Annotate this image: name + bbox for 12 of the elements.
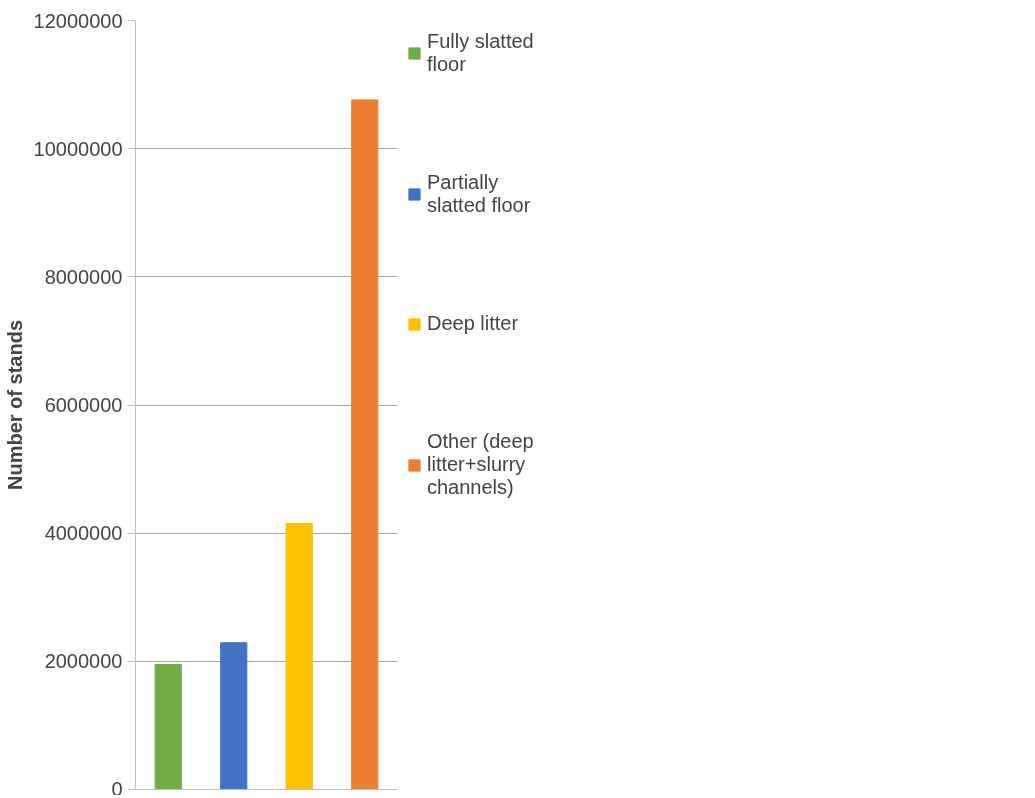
y-tick-label: 2000000 <box>44 650 123 673</box>
y-tick-label: 10000000 <box>33 137 123 160</box>
y-tick-label: 4000000 <box>44 522 123 545</box>
y-tick-label: 8000000 <box>44 265 123 288</box>
y-tick-label: 12000000 <box>33 9 123 32</box>
legend-label: Deep litter <box>427 312 519 335</box>
legend-label: Partially slatted floor <box>427 171 531 217</box>
legend-label: Fully slatted floor <box>427 30 534 76</box>
y-tick-label: 6000000 <box>44 394 123 416</box>
legend-label: Other (deep litter+slurry channels) <box>427 430 534 499</box>
y-axis-title: Number of stands <box>3 319 26 491</box>
y-tick-label: 0 <box>111 777 123 798</box>
